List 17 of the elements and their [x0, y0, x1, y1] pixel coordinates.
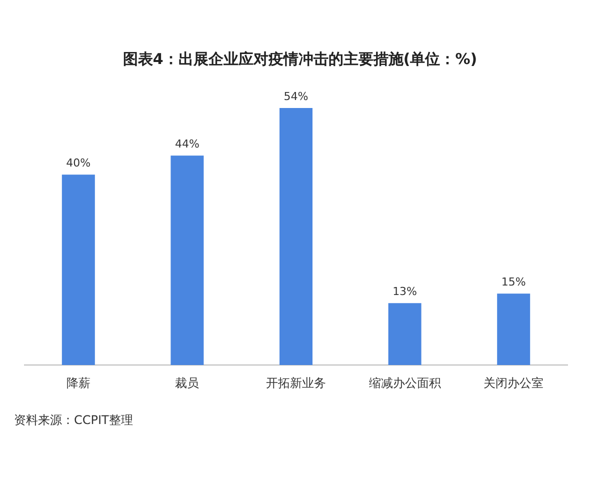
- x-tick-label: 开拓新业务: [266, 376, 326, 390]
- bar: [62, 174, 95, 365]
- data-label: 13%: [392, 285, 418, 298]
- data-label: 15%: [501, 276, 526, 289]
- text: 资料来源：CCPIT整理: [14, 413, 133, 427]
- data-label: 44%: [174, 138, 200, 151]
- x-tick-label: 降薪: [66, 376, 90, 390]
- x-tick-label: 关闭办公室: [484, 376, 544, 390]
- bar: [280, 108, 312, 365]
- bar: [497, 294, 530, 365]
- bar: [388, 303, 422, 365]
- x-tick-label: 裁员: [175, 376, 200, 390]
- x-tick-label: 缩减办公面积: [368, 376, 441, 390]
- data-label: 40%: [66, 156, 91, 170]
- chart-title: 图表4：出展企业应对疫情冲击的主要措施(单位：%): [122, 50, 478, 68]
- bar: [170, 156, 204, 365]
- data-label: 54%: [284, 90, 308, 103]
